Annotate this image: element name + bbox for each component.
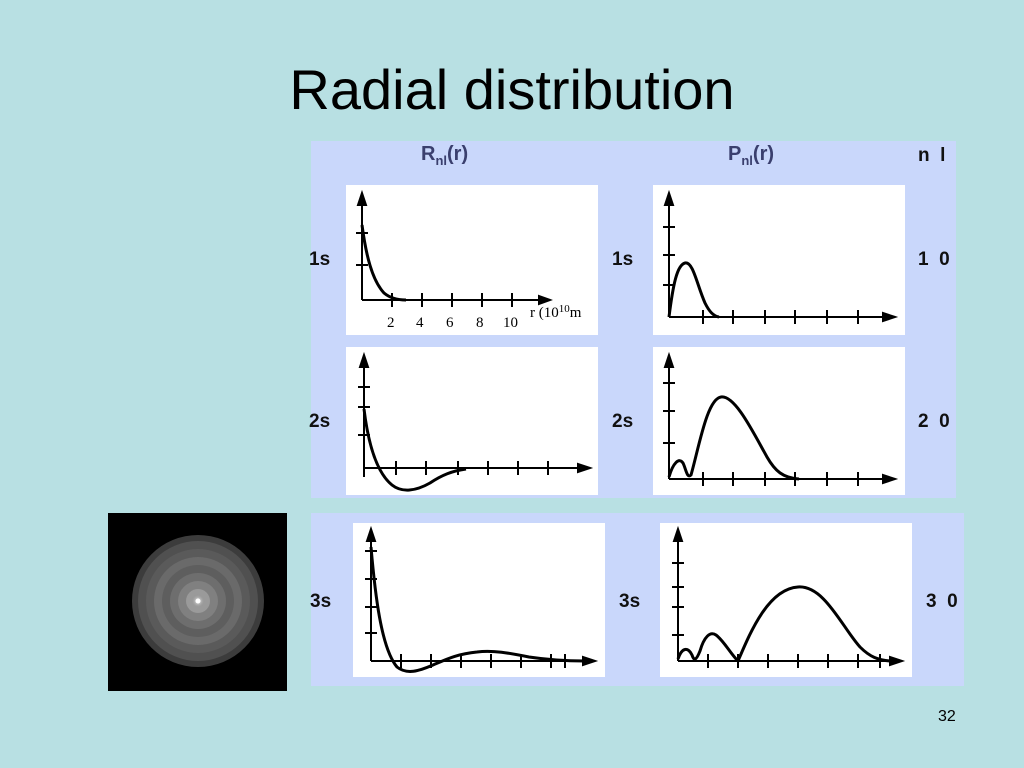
plot-2s-probability — [653, 347, 905, 495]
row-label-1s-left: 1s — [309, 249, 331, 270]
r-axis-label: r (1010m — [530, 303, 582, 321]
axis-tick-label: 4 — [416, 315, 424, 331]
row-label-1s-right: 1s — [612, 249, 634, 270]
row-label-2s-left: 2s — [309, 411, 331, 432]
plot-2s-radial-svg — [358, 351, 594, 492]
row-quantum-3s: 3 0 — [926, 591, 958, 612]
quantum-numbers-header: n l — [918, 145, 946, 166]
plot-3s-radial — [353, 523, 605, 677]
orbital-density-image — [108, 513, 287, 691]
plot-1s-radial-svg: 2 4 6 8 10 r (1010m — [356, 189, 582, 331]
plot-3s-radial-svg — [365, 525, 599, 673]
plot-1s-probability-svg — [663, 189, 899, 324]
row-label-2s-right: 2s — [612, 411, 634, 432]
row-label-3s-right: 3s — [619, 591, 641, 612]
radial-function-header: Rnl(r) — [421, 143, 469, 168]
slide-title: Radial distribution — [289, 58, 735, 121]
plot-3s-probability-svg — [672, 525, 906, 668]
axis-tick-label: 8 — [476, 315, 484, 331]
row-label-3s-left: 3s — [310, 591, 332, 612]
orbital-rings-svg — [132, 535, 264, 667]
plot-2s-radial — [346, 347, 598, 495]
plot-3s-probability — [660, 523, 912, 677]
slide-number: 32 — [938, 708, 956, 725]
probability-header: Pnl(r) — [728, 143, 775, 168]
radial-panel-top: Rnl(r) Pnl(r) n l 1s 1s 1 0 2s 2s 2 0 — [309, 141, 956, 498]
row-quantum-1s: 1 0 — [918, 249, 950, 270]
plot-2s-probability-svg — [663, 351, 899, 486]
axis-tick-label: 10 — [503, 315, 518, 331]
radial-panel-bottom: 3s 3s 3 0 — [310, 513, 964, 686]
plot-1s-probability — [653, 185, 905, 335]
plot-1s-radial: 2 4 6 8 10 r (1010m — [346, 185, 598, 335]
axis-tick-label: 6 — [446, 315, 454, 331]
axis-tick-label: 2 — [387, 315, 395, 331]
row-quantum-2s: 2 0 — [918, 411, 950, 432]
